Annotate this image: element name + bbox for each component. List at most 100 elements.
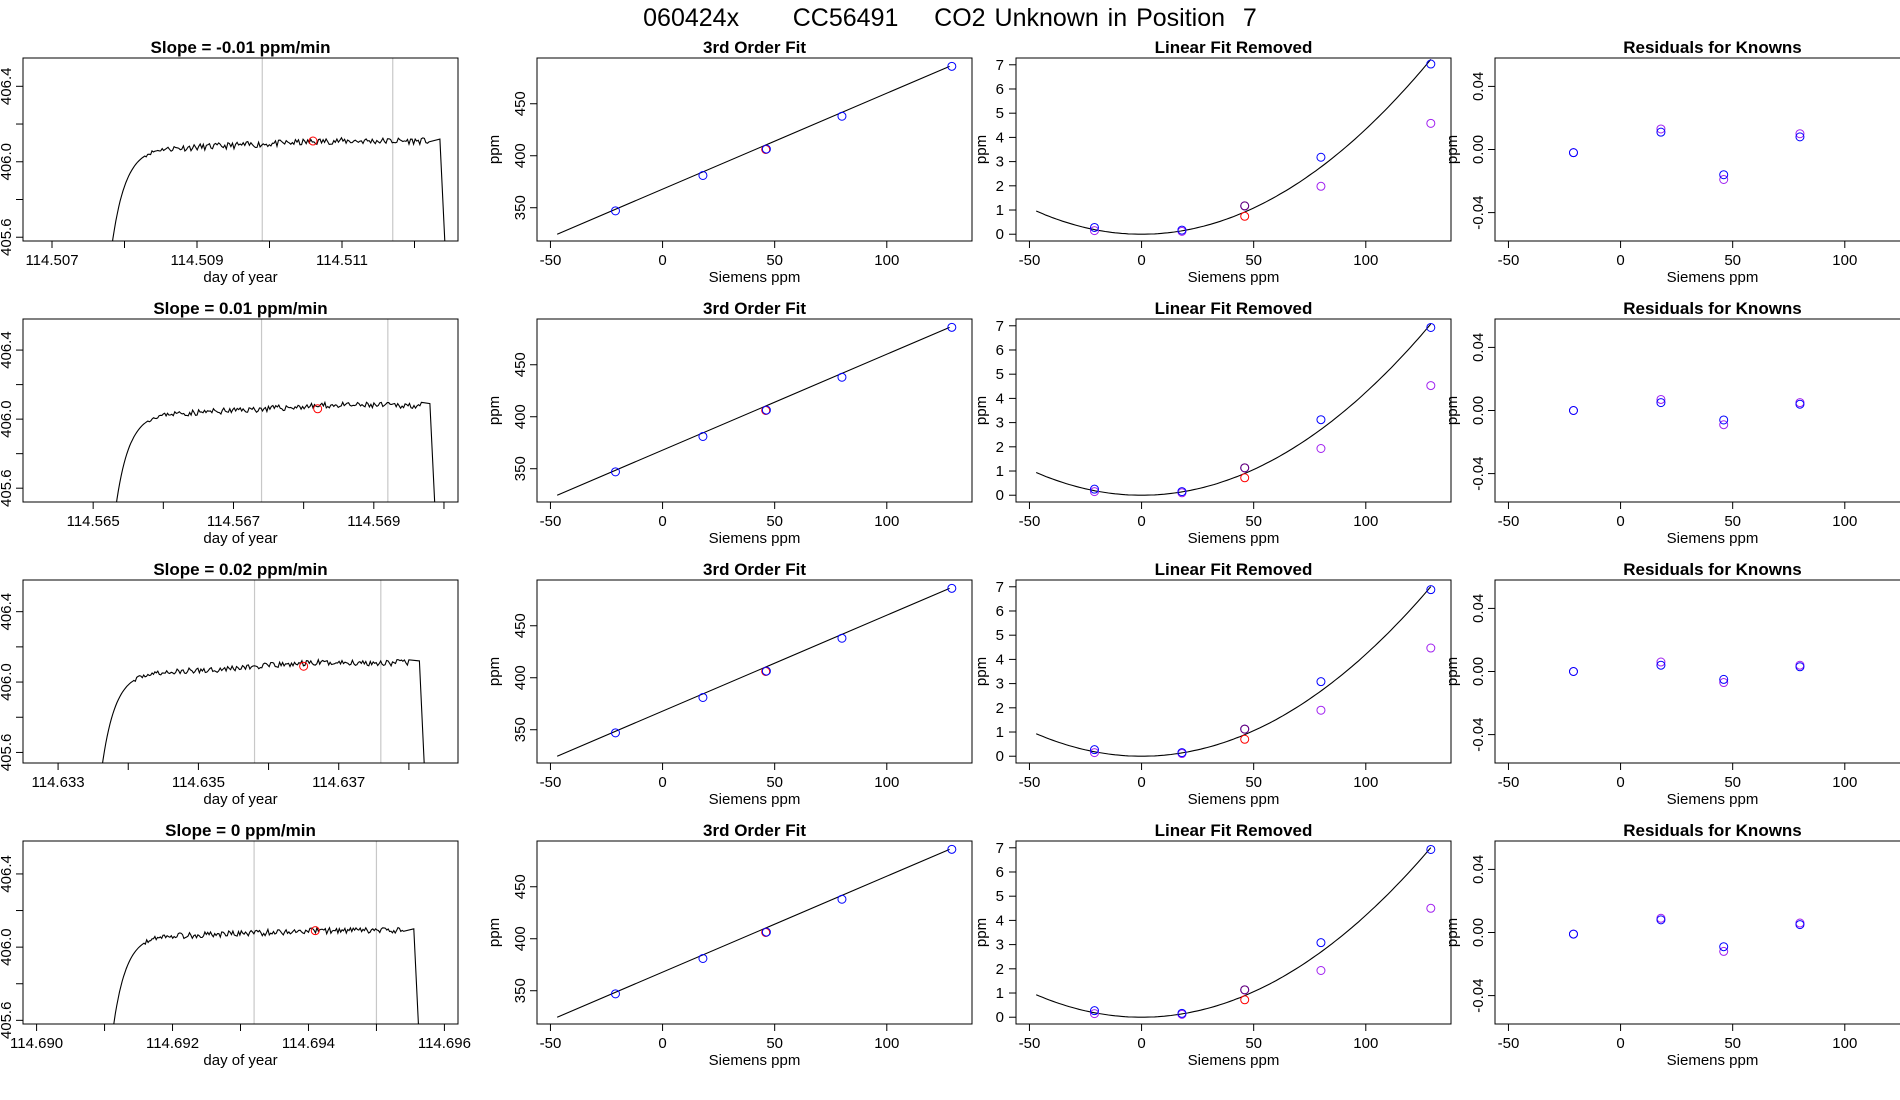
- x-tick-label: 0: [1137, 1035, 1145, 1052]
- x-axis-label: Siemens ppm: [1188, 530, 1280, 547]
- x-axis-label: Siemens ppm: [1188, 791, 1280, 808]
- panel-linear-removed-3: Linear Fit Removed -50 0 50 100 Siemens ppm 0 1…: [973, 560, 1452, 808]
- panel-title: Residuals for Knowns: [1623, 821, 1802, 840]
- panel-title: Slope = 0.01 ppm/min: [153, 299, 327, 318]
- known-residual-point: [1656, 127, 1666, 137]
- x-tick-label: 114.696: [418, 1035, 471, 1052]
- y-tick-label: 405.6: [0, 1002, 15, 1040]
- y-tick-label: 6: [996, 81, 1004, 98]
- sample-mean-point: [310, 926, 320, 936]
- y-tick-label: 7: [996, 57, 1004, 74]
- known-point: [610, 728, 620, 738]
- y-tick-label: 400: [512, 404, 529, 429]
- panel-residuals-1: Residuals for Knowns -50 0 50 100 Siemens ppm…: [1444, 38, 1900, 286]
- data-layer: [113, 841, 419, 1024]
- y-tick-label: 3: [996, 676, 1004, 693]
- panel-title: Linear Fit Removed: [1155, 821, 1313, 840]
- panel-linear-removed-1: Linear Fit Removed -50 0 50 100 Siemens ppm 0 1…: [973, 38, 1452, 286]
- x-axis-label: Siemens ppm: [709, 791, 801, 808]
- y-tick-label: 0.00: [1470, 657, 1487, 686]
- fit-curve: [556, 587, 950, 757]
- known-point: [1089, 222, 1099, 232]
- x-tick-label: -50: [540, 1035, 562, 1052]
- y-axis-label: ppm: [1444, 135, 1461, 164]
- plot-frame: [1494, 57, 1900, 242]
- known-point: [698, 170, 708, 180]
- sample-mean-point: [308, 136, 318, 146]
- raw-point: [1426, 118, 1436, 128]
- fit-curve: [556, 848, 950, 1018]
- y-tick-label: 6: [996, 342, 1004, 359]
- x-tick-label: 100: [874, 252, 899, 269]
- raw-point: [1089, 748, 1099, 758]
- x-tick-label: 114.507: [25, 252, 78, 269]
- x-tick-label: 0: [1137, 774, 1145, 791]
- x-tick-label: 100: [1353, 1035, 1378, 1052]
- known-point: [1177, 487, 1187, 497]
- trace-line: [102, 657, 425, 763]
- y-tick-label: 3: [996, 154, 1004, 171]
- known-point: [1177, 1008, 1187, 1018]
- y-tick-label: 4: [996, 651, 1004, 668]
- x-axis-label: day of year: [203, 791, 277, 808]
- plot-frame: [1015, 57, 1452, 242]
- y-axis-label: ppm: [973, 657, 990, 686]
- data-layer: [556, 61, 957, 235]
- y-tick-label: 1: [996, 724, 1004, 741]
- y-tick-label: 405.6: [0, 734, 15, 772]
- y-tick-label: 350: [512, 195, 529, 220]
- x-tick-label: 50: [766, 252, 783, 269]
- x-tick-label: 0: [1616, 774, 1624, 791]
- y-tick-label: 400: [512, 143, 529, 168]
- plot-frame: [536, 840, 973, 1025]
- known-point: [1426, 844, 1436, 854]
- known-point: [947, 61, 957, 71]
- fit-curve: [1035, 586, 1432, 757]
- x-tick-label: -50: [540, 774, 562, 791]
- y-tick-label: 400: [512, 926, 529, 951]
- x-axis-label: Siemens ppm: [1667, 530, 1759, 547]
- plot-frame: [1015, 318, 1452, 503]
- data-layer: [1568, 394, 1805, 430]
- x-tick-label: 114.633: [32, 774, 85, 791]
- y-tick-label: 1: [996, 463, 1004, 480]
- y-tick-label: 0.04: [1470, 855, 1487, 884]
- known-point: [1089, 484, 1099, 494]
- x-tick-label: 50: [1724, 1035, 1741, 1052]
- x-tick-label: 114.692: [146, 1035, 199, 1052]
- sample-mean-point: [313, 404, 323, 414]
- known-residual-point: [1719, 170, 1729, 180]
- y-tick-label: 350: [512, 456, 529, 481]
- x-tick-label: -50: [540, 252, 562, 269]
- panel-residuals-2: Residuals for Knowns -50 0 50 100 Siemens ppm…: [1444, 299, 1900, 547]
- x-tick-label: 100: [1832, 513, 1857, 530]
- y-tick-label: 406.4: [0, 331, 15, 369]
- x-tick-label: 0: [1616, 252, 1624, 269]
- y-tick-label: 5: [996, 366, 1004, 383]
- known-point: [1316, 938, 1326, 948]
- raw-residual-point: [1719, 946, 1729, 956]
- y-tick-label: 5: [996, 105, 1004, 122]
- y-tick-label: 406.4: [0, 855, 15, 893]
- panel-fit-1: 3rd Order Fit -50 0 50 100 Siemens ppm 350 400 4…: [486, 38, 973, 286]
- raw-residual-point: [1795, 129, 1805, 139]
- x-tick-label: -50: [1019, 513, 1041, 530]
- y-axis-label: ppm: [486, 657, 503, 686]
- known-residual-point: [1568, 667, 1578, 676]
- raw-point: [1426, 903, 1436, 913]
- y-axis-label: ppm: [486, 396, 503, 425]
- plot-frame: [22, 57, 459, 242]
- panel-title: Slope = 0.02 ppm/min: [153, 560, 327, 579]
- plot-frame: [22, 579, 459, 764]
- panel-title: Residuals for Knowns: [1623, 38, 1802, 57]
- known-point: [1177, 225, 1187, 235]
- panel-fit-4: 3rd Order Fit -50 0 50 100 Siemens ppm 350 400 4…: [486, 821, 973, 1069]
- data-layer: [1568, 657, 1805, 688]
- fit-curve: [556, 65, 950, 235]
- x-tick-label: 0: [658, 513, 666, 530]
- known-point: [837, 633, 847, 643]
- known-point: [947, 322, 957, 332]
- x-tick-label: 100: [874, 513, 899, 530]
- data-layer: [1568, 124, 1805, 184]
- y-tick-label: 450: [512, 874, 529, 899]
